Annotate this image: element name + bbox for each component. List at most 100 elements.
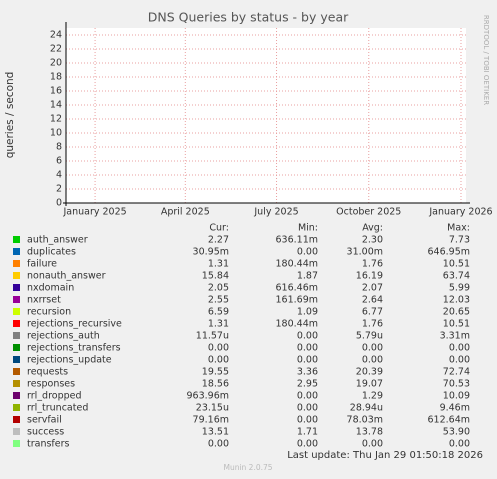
y-tick-label: 6 (56, 156, 62, 167)
legend-label: rejections_update (27, 355, 112, 366)
footer: Munin 2.0.75 (223, 463, 272, 472)
legend-label: requests (27, 367, 68, 378)
legend-label: nxrrset (27, 295, 61, 306)
legend-swatch (13, 392, 20, 399)
legend-value: 10.51 (443, 259, 470, 270)
x-tick-label: January 2025 (62, 207, 126, 218)
legend-value: 636.11m (276, 235, 319, 246)
column-header: Min: (298, 223, 318, 234)
legend-value: 1.29 (362, 391, 383, 402)
legend-value: 16.19 (356, 271, 383, 282)
legend-value: 1.71 (297, 427, 318, 438)
legend-value: 19.07 (356, 379, 383, 390)
legend-value: 78.03m (347, 415, 383, 426)
legend-value: 0.00 (297, 439, 318, 450)
legend-value: 2.64 (362, 295, 383, 306)
legend-label: rejections_auth (27, 331, 100, 342)
legend-value: 19.55 (202, 367, 229, 378)
column-header: Max: (447, 223, 470, 234)
y-tick-label: 20 (50, 58, 62, 69)
x-tick-label: July 2025 (253, 207, 298, 218)
legend-value: 161.69m (276, 295, 319, 306)
legend-value: 0.00 (297, 403, 318, 414)
legend-swatch (13, 260, 20, 267)
legend-swatch (13, 356, 20, 363)
legend-value: 6.77 (362, 307, 383, 318)
legend-value: 70.53 (443, 379, 470, 390)
legend-value: 646.95m (428, 247, 471, 258)
legend-value: 1.31 (208, 259, 229, 270)
legend-value: 0.00 (208, 439, 229, 450)
legend-value: 23.15u (196, 403, 229, 414)
legend-value: 0.00 (449, 439, 470, 450)
legend-value: 0.00 (297, 391, 318, 402)
legend-value: 79.16m (193, 415, 229, 426)
legend-label: nxdomain (27, 283, 74, 294)
legend-value: 18.56 (202, 379, 229, 390)
legend-value: 10.51 (443, 319, 470, 330)
legend-value: 20.39 (356, 367, 383, 378)
legend-label: rrl_truncated (27, 403, 88, 414)
legend-swatch (13, 236, 20, 243)
legend-label: recursion (27, 307, 71, 318)
legend-value: 13.51 (202, 427, 229, 438)
y-tick-label: 24 (50, 30, 62, 41)
legend-value: 15.84 (202, 271, 229, 282)
legend-value: 0.00 (297, 331, 318, 342)
legend-value: 0.00 (362, 439, 383, 450)
legend-swatch (13, 284, 20, 291)
last-update: Last update: Thu Jan 29 01:50:18 2026 (287, 450, 483, 461)
legend-value: 0.00 (449, 355, 470, 366)
legend-label: rejections_recursive (27, 319, 122, 330)
legend-value: 180.44m (276, 319, 319, 330)
legend-value: 11.57u (196, 331, 229, 342)
legend-value: 10.09 (443, 391, 470, 402)
legend-label: servfail (27, 415, 62, 426)
legend-value: 1.31 (208, 319, 229, 330)
legend-value: 28.94u (350, 403, 383, 414)
legend-value: 6.59 (208, 307, 229, 318)
legend-swatch (13, 380, 20, 387)
legend-value: 0.00 (208, 355, 229, 366)
y-axis-label: queries / second (4, 72, 16, 159)
side-label: RRDTOOL / TOBI OETIKER (482, 15, 490, 105)
legend-label: failure (27, 259, 57, 270)
y-tick-label: 4 (56, 170, 62, 181)
legend-value: 63.74 (443, 271, 470, 282)
y-tick-label: 10 (50, 128, 62, 139)
legend-value: 0.00 (297, 355, 318, 366)
legend-value: 12.03 (443, 295, 470, 306)
y-tick-label: 0 (56, 198, 62, 209)
legend-swatch (13, 320, 20, 327)
y-tick-label: 12 (50, 114, 62, 125)
legend-value: 3.36 (297, 367, 318, 378)
legend-value: 1.76 (362, 319, 383, 330)
x-tick-label: April 2025 (161, 207, 210, 218)
legend-value: 72.74 (443, 367, 470, 378)
column-header: Avg: (362, 223, 383, 234)
legend-label: duplicates (27, 247, 76, 258)
legend-label: responses (27, 379, 75, 390)
legend-value: 9.46m (440, 403, 470, 414)
legend-label: rejections_transfers (27, 343, 121, 354)
legend-value: 0.00 (297, 247, 318, 258)
legend-value: 616.46m (276, 283, 319, 294)
legend-value: 2.95 (297, 379, 318, 390)
legend-label: success (27, 427, 64, 438)
legend-value: 180.44m (276, 259, 319, 270)
legend-value: 5.79u (356, 331, 383, 342)
legend-label: auth_answer (27, 235, 88, 246)
legend-label: rrl_dropped (27, 391, 82, 402)
legend-value: 0.00 (297, 343, 318, 354)
legend-swatch (13, 368, 20, 375)
legend-value: 53.90 (443, 427, 470, 438)
y-tick-label: 14 (50, 100, 62, 111)
legend-value: 2.27 (208, 235, 229, 246)
plot-area (66, 28, 466, 203)
y-tick-label: 22 (50, 44, 62, 55)
column-header: Cur: (209, 223, 229, 234)
legend-swatch (13, 248, 20, 255)
y-tick-label: 8 (56, 142, 62, 153)
legend-value: 7.73 (449, 235, 470, 246)
